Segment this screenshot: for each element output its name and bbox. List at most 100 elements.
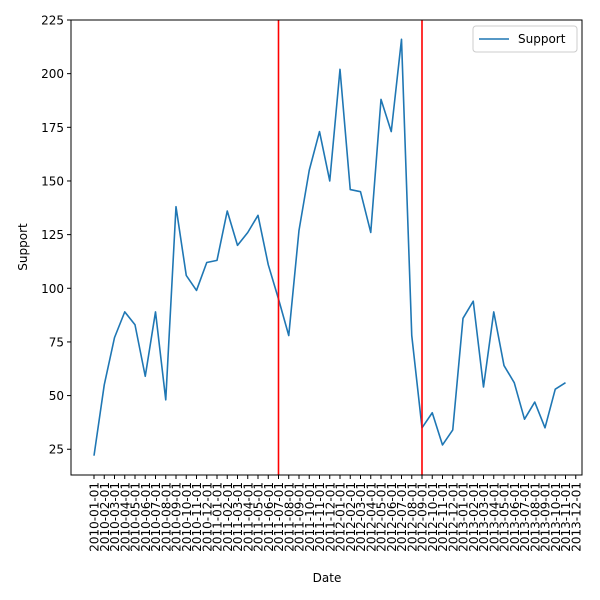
x-tick-label: 2013-09-01	[539, 482, 553, 552]
y-tick-label: 150	[41, 174, 64, 188]
y-tick-label: 175	[41, 121, 64, 135]
plot-area-frame	[70, 19, 583, 476]
data-point	[103, 384, 105, 386]
x-tick-label: 2011-07-01	[272, 482, 286, 552]
x-tick-label: 2011-10-01	[303, 482, 317, 552]
x-tick-label: 2012-08-01	[405, 482, 419, 552]
x-tick-label: 2011-08-01	[282, 482, 296, 552]
x-tick-label: 2010-09-01	[170, 482, 184, 552]
data-point	[247, 232, 249, 234]
data-point	[144, 375, 146, 377]
data-point	[483, 386, 485, 388]
data-point	[124, 311, 126, 313]
x-tick-label: 2013-10-01	[549, 482, 563, 552]
y-tick-label: 100	[41, 282, 64, 296]
x-tick-label: 2011-09-01	[293, 482, 307, 552]
x-axis-label: Date	[313, 571, 342, 585]
x-tick-label: 2010-07-01	[149, 482, 163, 552]
data-point	[155, 311, 157, 313]
y-axis-label: Support	[16, 223, 30, 271]
data-point	[298, 230, 300, 232]
data-point	[308, 169, 310, 171]
data-point	[452, 429, 454, 431]
data-point	[216, 260, 218, 262]
data-point	[319, 131, 321, 133]
data-point	[267, 264, 269, 266]
x-tick-label: 2011-04-01	[241, 482, 255, 552]
x-tick-label: 2012-03-01	[354, 482, 368, 552]
y-tick-label: 200	[41, 67, 64, 81]
y-tick-label: 25	[49, 443, 64, 457]
data-point	[349, 189, 351, 191]
legend-box	[472, 25, 578, 53]
x-tick-label: 2010-01-01	[88, 482, 102, 552]
y-tick-label: 125	[41, 228, 64, 242]
x-tick-label: 2011-11-01	[313, 482, 327, 552]
legend-entry-support: Support	[518, 32, 566, 46]
data-point	[411, 335, 413, 337]
data-point	[288, 335, 290, 337]
data-point	[134, 324, 136, 326]
x-tick-label: 2012-12-01	[446, 482, 460, 552]
data-point	[503, 365, 505, 367]
data-point	[370, 232, 372, 234]
x-tick-label: 2012-04-01	[364, 482, 378, 552]
data-point	[175, 206, 177, 208]
data-point	[329, 180, 331, 182]
x-tick-label: 2011-01-01	[211, 482, 225, 552]
x-tick-label: 2012-05-01	[375, 482, 389, 552]
x-tick-label: 2010-11-01	[190, 482, 204, 552]
data-point	[534, 401, 536, 403]
legend: Support	[472, 25, 578, 53]
x-tick-label: 2012-09-01	[416, 482, 430, 552]
x-tick-label: 2011-05-01	[252, 482, 266, 552]
data-point	[524, 418, 526, 420]
y-tick-label: 225	[41, 14, 64, 28]
x-tick-label: 2012-07-01	[395, 482, 409, 552]
data-point	[565, 382, 567, 384]
data-point	[513, 382, 515, 384]
data-point	[93, 455, 95, 457]
x-tick-label: 2013-01-01	[457, 482, 471, 552]
data-point	[544, 427, 546, 429]
x-tick-label: 2010-08-01	[159, 482, 173, 552]
x-tick-label: 2013-11-01	[559, 482, 573, 552]
data-point	[165, 399, 167, 401]
x-tick-label: 2010-02-01	[98, 482, 112, 552]
data-point	[472, 300, 474, 302]
y-tick-label: 75	[49, 335, 64, 349]
x-tick-label: 2011-06-01	[262, 482, 276, 552]
series-line-support	[93, 38, 566, 456]
x-tick-label: 2010-06-01	[139, 482, 153, 552]
x-tick-label: 2012-10-01	[426, 482, 440, 552]
data-point	[339, 69, 341, 71]
x-tick-label: 2013-03-01	[477, 482, 491, 552]
x-tick-label: 2011-03-01	[231, 482, 245, 552]
x-tick-label: 2010-04-01	[118, 482, 132, 552]
data-point	[196, 290, 198, 292]
data-point	[431, 412, 433, 414]
x-tick-label: 2013-02-01	[467, 482, 481, 552]
x-tick-label: 2011-02-01	[221, 482, 235, 552]
data-point	[401, 39, 403, 41]
x-tick-label: 2013-07-01	[518, 482, 532, 552]
x-tick-label: 2013-12-01	[569, 482, 583, 552]
x-tick-label: 2013-08-01	[528, 482, 542, 552]
x-tick-label: 2010-05-01	[129, 482, 143, 552]
x-tick-label: 2012-11-01	[436, 482, 450, 552]
x-tick-label: 2012-06-01	[385, 482, 399, 552]
data-point	[390, 131, 392, 133]
x-tick-label: 2013-04-01	[487, 482, 501, 552]
y-tick-label: 50	[49, 389, 64, 403]
data-point	[493, 311, 495, 313]
data-point	[442, 444, 444, 446]
data-point	[226, 210, 228, 212]
data-point	[257, 215, 259, 217]
x-tick-label: 2011-12-01	[323, 482, 337, 552]
data-point	[554, 388, 556, 390]
x-tick-label: 2013-05-01	[498, 482, 512, 552]
data-point	[237, 245, 239, 247]
x-tick-label: 2010-03-01	[108, 482, 122, 552]
